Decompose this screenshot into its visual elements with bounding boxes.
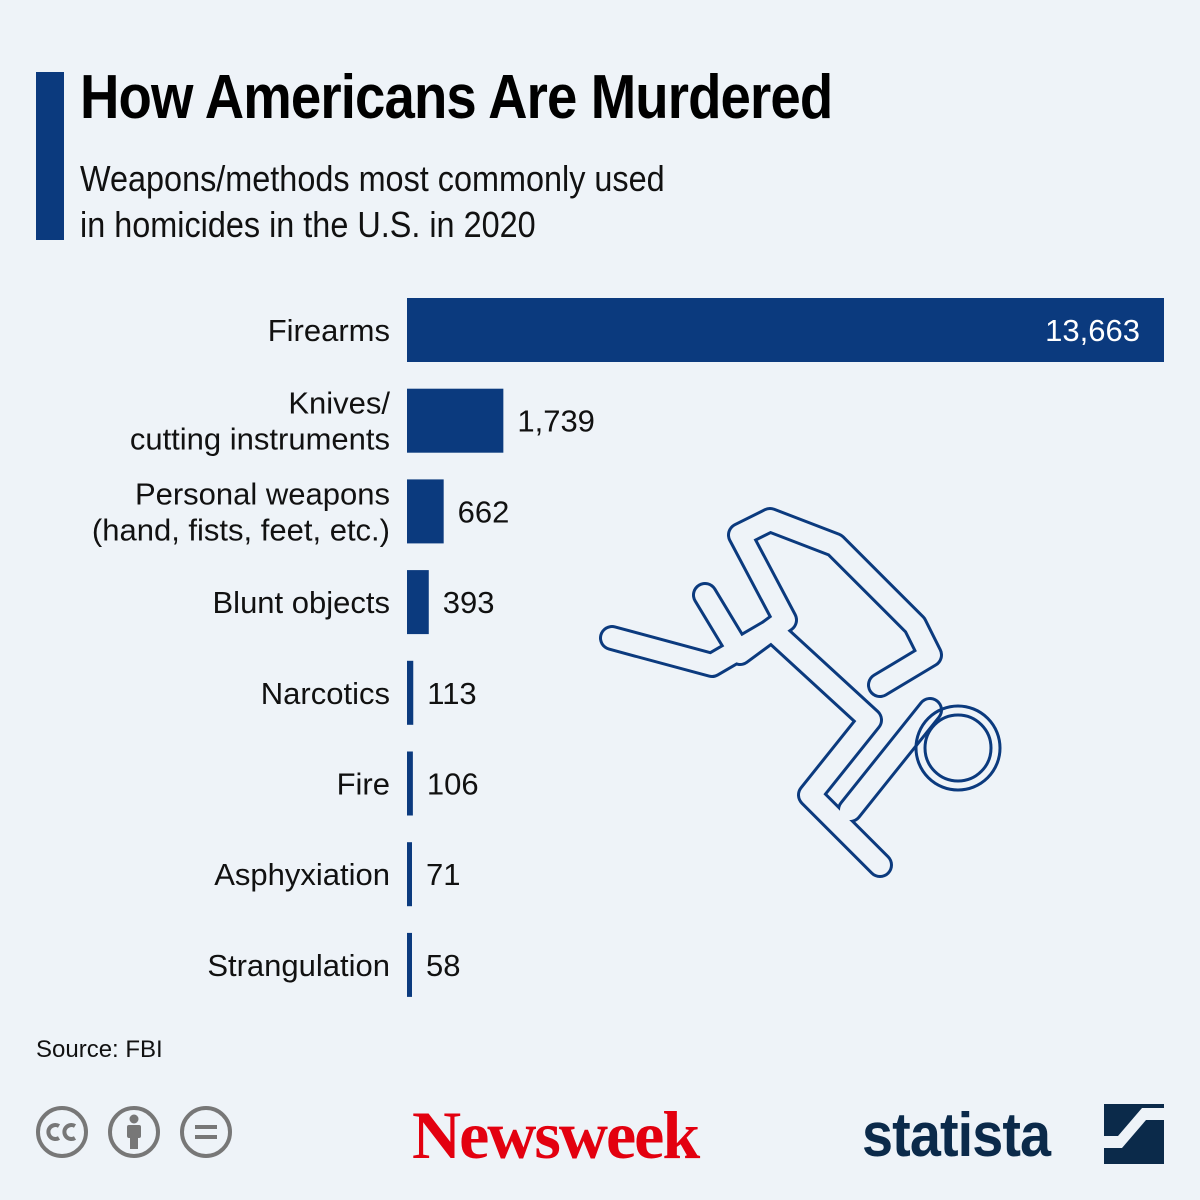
category-label: (hand, fists, feet, etc.) (92, 512, 390, 547)
bar (407, 570, 429, 635)
no-derivatives-icon[interactable] (180, 1106, 232, 1158)
bar (407, 479, 444, 544)
statista-logo[interactable]: statista (862, 1101, 1051, 1170)
category-label: Personal weapons (135, 476, 390, 511)
category-label: Fire (337, 767, 390, 802)
value-label: 113 (427, 676, 476, 711)
person-glyph (127, 1114, 141, 1149)
category-label: cutting instruments (130, 422, 390, 457)
chart-subtitle: Weapons/methods most commonly used in ho… (80, 156, 764, 248)
value-label: 662 (458, 494, 510, 529)
cc-glyph (46, 1123, 77, 1141)
value-label: 13,663 (1045, 313, 1140, 348)
source-note: Source: FBI (36, 1036, 163, 1063)
bar (407, 842, 412, 907)
bar (407, 932, 412, 997)
category-label: Narcotics (261, 676, 390, 711)
category-label: Knives/ (288, 386, 390, 421)
bar (407, 298, 1164, 362)
newsweek-logo[interactable]: Newsweek (412, 1097, 700, 1173)
bar (407, 388, 504, 453)
subtitle-line-1: Weapons/methods most commonly used (80, 158, 665, 199)
bar (407, 751, 413, 816)
chart-title: How Americans Are Murdered (80, 63, 833, 132)
value-label: 58 (426, 948, 460, 983)
value-label: 71 (426, 857, 460, 892)
category-label: Asphyxiation (214, 857, 390, 892)
category-label: Blunt objects (213, 585, 391, 620)
value-label: 393 (443, 585, 495, 620)
value-label: 106 (427, 767, 479, 802)
subtitle-line-2: in homicides in the U.S. in 2020 (80, 204, 536, 245)
title-accent-bar (36, 72, 64, 240)
equals-glyph (195, 1125, 217, 1139)
value-label: 1,739 (517, 404, 595, 439)
chalk-outline-figure-icon (599, 507, 1002, 878)
category-label: Firearms (268, 313, 390, 348)
category-label: Strangulation (207, 948, 390, 983)
statista-logo-icon (1104, 1104, 1164, 1164)
bar (407, 660, 414, 725)
attribution-icon[interactable] (108, 1106, 160, 1158)
cc-icon[interactable] (36, 1106, 88, 1158)
